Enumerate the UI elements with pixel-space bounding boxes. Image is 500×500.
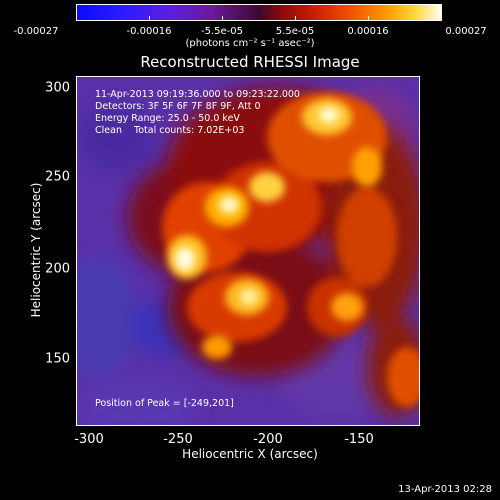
colorbar-tick: [368, 16, 369, 20]
peak-position-annotation: Position of Peak = [-249,201]: [95, 398, 234, 409]
x-axis-label: Heliocentric X (arcsec): [182, 447, 318, 461]
rhessi-image: [76, 76, 420, 426]
emission-peak: [175, 107, 339, 305]
image-canvas: [77, 77, 419, 425]
colorbar-tick: [295, 16, 296, 20]
x-tick-label: -300: [74, 432, 104, 447]
x-tick-label: -200: [253, 432, 283, 447]
energy-range-annotation: Energy Range: 25.0 - 50.0 keV: [95, 113, 240, 124]
timestamp: 13-Apr-2013 02:28: [398, 484, 492, 495]
x-tick-label: -150: [344, 432, 374, 447]
colorbar-tick: [76, 16, 77, 20]
colorbar-label: -0.00016: [126, 26, 172, 37]
detectors-annotation: Detectors: 3F 5F 6F 7F 8F 9F, Att 0: [95, 101, 261, 112]
colorbar-tick: [222, 16, 223, 20]
colorbar-label: 0.00016: [347, 26, 389, 37]
colorbar-label: 0.00027: [445, 26, 487, 37]
emission-orange: [162, 92, 419, 407]
y-axis-label: Heliocentric Y (arcsec): [29, 182, 43, 318]
y-tick-label: 200: [45, 261, 70, 277]
colorbar-tick: [440, 16, 441, 20]
time-range-annotation: 11-Apr-2013 09:19:36.000 to 09:23:22.000: [95, 89, 300, 100]
y-tick-label: 250: [45, 169, 70, 185]
colorbar-tick: [149, 16, 150, 20]
y-tick-label: 150: [45, 351, 70, 367]
clean-counts-annotation: Clean Total counts: 7.02E+03: [95, 125, 245, 136]
colorbar-label: -0.00027: [13, 26, 59, 37]
colorbar-label: 5.5e-05: [275, 26, 315, 37]
y-tick-label: 300: [45, 80, 70, 96]
colorbar: [76, 4, 442, 21]
image-title: Reconstructed RHESSI Image: [140, 53, 360, 71]
x-tick-label: -250: [163, 432, 193, 447]
colorbar-label: -5.5e-05: [201, 26, 243, 37]
colorbar-units: (photons cm⁻² s⁻¹ asec⁻²): [185, 38, 315, 49]
